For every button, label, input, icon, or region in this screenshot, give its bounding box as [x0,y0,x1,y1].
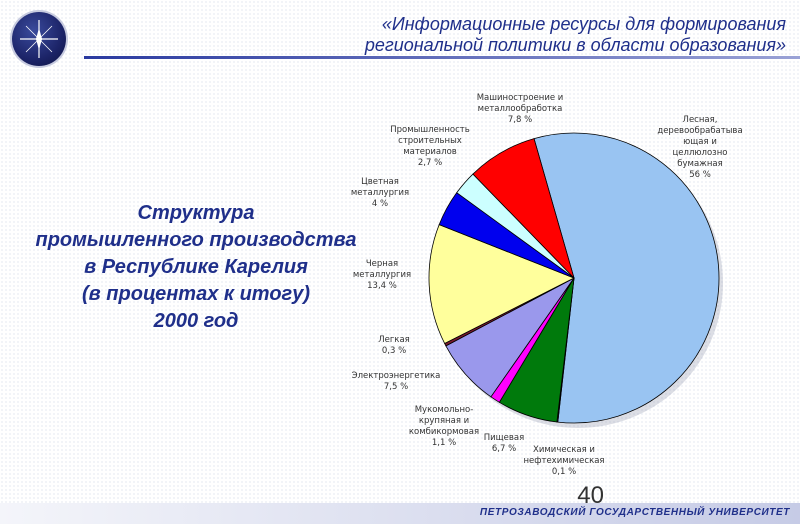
pie-slice [533,132,720,424]
pie-chart: Лесная, деревообрабатыва ющая и целлюлозно б… [351,93,743,477]
page-title: «Информационные ресурсы для формирования… [186,14,786,56]
slice-label: Химическая и нефтехимическая 0,1 % [523,445,604,477]
slice-label: Машиностроение и металлообработка 7,8 % [477,93,564,125]
pie-slice [472,138,575,279]
slice-label: Пищевая 6,7 % [484,433,524,454]
subtitle-line-4: (в процентах к итогу) [82,283,310,305]
slice-label: Мукомольно-крупяная и комбикормовая 1,1 % [409,405,479,448]
slice-label: Цветная металлургия 4 % [351,177,409,209]
chart-subtitle: Структура промышленного производства в Р… [10,200,382,335]
title-divider [84,56,800,59]
subtitle-line-1: Структура [137,202,255,224]
slice-label: Лесная, деревообрабатыва ющая и целлюлозно б… [657,115,742,180]
slice-label: Электроэнергетика 7,5 % [352,371,441,392]
subtitle-line-2: промышленного производства [35,229,357,251]
slice-label: Черная металлургия 13,4 % [353,259,411,291]
slice-label: Промышленность строительных материалов 2,7 … [390,125,470,168]
university-logo-icon [12,12,66,66]
title-line-1: «Информационные ресурсы для формирования [381,14,786,34]
footer-university-name: ПЕТРОЗАВОДСКИЙ ГОСУДАРСТВЕННЫЙ УНИВЕРСИТ… [479,507,790,518]
slice-label: Легкая 0,3 % [378,335,410,356]
subtitle-line-5: 2000 год [153,310,239,332]
footer-bar: ПЕТРОЗАВОДСКИЙ ГОСУДАРСТВЕННЫЙ УНИВЕРСИТ… [0,503,800,524]
pie-slice [428,224,575,345]
subtitle-line-3: в Республике Карелия [84,256,308,278]
title-line-2: региональной политики в области образова… [364,35,786,55]
